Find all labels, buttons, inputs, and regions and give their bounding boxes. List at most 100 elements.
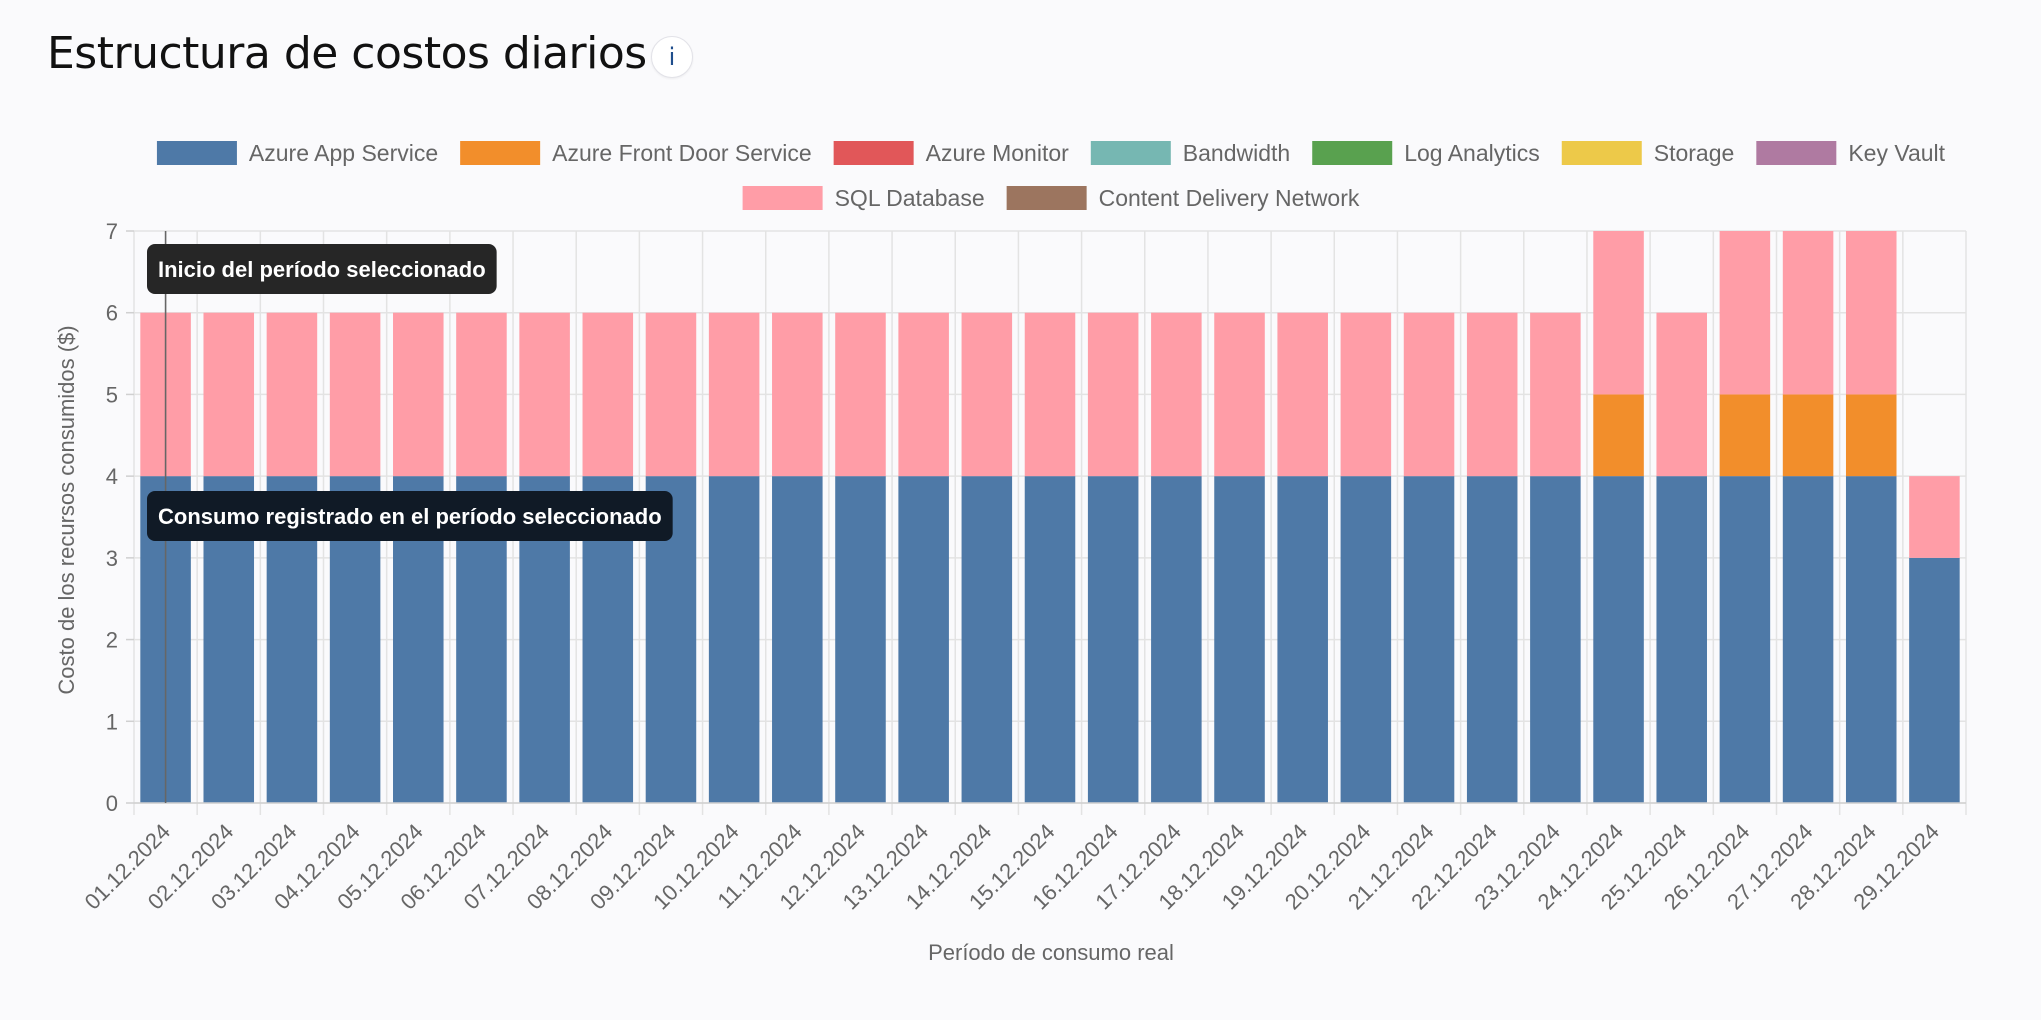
bar-segment[interactable]	[645, 312, 697, 477]
legend-item[interactable]: SQL Database	[742, 185, 985, 211]
bar-segment[interactable]	[1024, 476, 1076, 803]
bar-segment[interactable]	[772, 312, 823, 477]
bar-segment[interactable]	[1277, 476, 1328, 803]
bar-segment[interactable]	[519, 312, 570, 477]
legend-swatch	[156, 141, 237, 165]
bar-segment[interactable]	[266, 312, 318, 477]
legend-item[interactable]: Bandwidth	[1090, 140, 1290, 166]
bar-segment[interactable]	[203, 312, 255, 477]
info-button[interactable]: i	[651, 36, 693, 78]
legend-swatch	[1090, 141, 1171, 165]
bar-segment[interactable]	[835, 312, 886, 477]
legend-swatch	[833, 141, 914, 165]
legend-item[interactable]: Key Vault	[1756, 140, 1946, 166]
bar-segment[interactable]	[1656, 476, 1707, 803]
bar-segment[interactable]	[393, 312, 444, 477]
annotation-label: Inicio del período seleccionado	[147, 244, 497, 294]
legend-item[interactable]: Log Analytics	[1312, 140, 1540, 166]
annotation-text: Consumo registrado en el período selecci…	[158, 504, 662, 529]
bar-segment[interactable]	[1530, 476, 1581, 803]
bar-segment[interactable]	[1151, 312, 1202, 477]
y-tick-label: 1	[106, 709, 118, 734]
y-tick-label: 6	[106, 301, 118, 326]
legend-swatch	[1006, 186, 1087, 210]
info-icon: i	[668, 43, 676, 71]
x-axis-title: Período de consumo real	[928, 940, 1174, 965]
bar-segment[interactable]	[1593, 394, 1644, 477]
bar-segment[interactable]	[1782, 394, 1834, 477]
legend-item[interactable]: Content Delivery Network	[1006, 185, 1360, 211]
bar-segment[interactable]	[1466, 312, 1518, 477]
bar-segment[interactable]	[1593, 476, 1644, 803]
legend-label: Bandwidth	[1183, 140, 1290, 166]
bar-segment[interactable]	[898, 312, 949, 477]
y-tick-label: 0	[106, 791, 118, 816]
bar-segment[interactable]	[1214, 312, 1265, 477]
bar-segment[interactable]	[1087, 312, 1139, 477]
bar-segment[interactable]	[1782, 231, 1834, 395]
y-tick-label: 5	[106, 382, 118, 407]
annotation-label: Consumo registrado en el período selecci…	[147, 491, 673, 541]
bar-segment[interactable]	[1151, 476, 1202, 803]
bar-segment[interactable]	[898, 476, 949, 803]
bar-segment[interactable]	[1403, 312, 1455, 477]
bar-segment[interactable]	[456, 312, 507, 477]
bar-segment[interactable]	[1909, 557, 1960, 803]
legend-swatch	[1561, 141, 1642, 165]
bar-segment[interactable]	[1214, 476, 1265, 803]
legend-item[interactable]: Storage	[1561, 140, 1735, 166]
y-tick-label: 3	[106, 546, 118, 571]
legend-swatch	[460, 141, 541, 165]
legend-label: Key Vault	[1848, 140, 1945, 166]
y-tick-label: 4	[106, 464, 118, 489]
y-axis-title: Costo de los recursos consumidos ($)	[54, 325, 79, 694]
legend-label: Azure App Service	[249, 140, 438, 166]
annotations: Inicio del período seleccionado Consumo r…	[147, 231, 673, 803]
legend-label: Azure Front Door Service	[552, 140, 811, 166]
bar-segment[interactable]	[1277, 312, 1328, 477]
legend-label: Log Analytics	[1404, 140, 1540, 166]
bar-segment[interactable]	[1719, 394, 1771, 477]
bar-segment[interactable]	[961, 312, 1013, 477]
bar-segment[interactable]	[1909, 476, 1960, 558]
bar-segment[interactable]	[961, 476, 1013, 803]
legend-item[interactable]: Azure App Service	[156, 140, 438, 166]
bar-segment[interactable]	[582, 312, 634, 477]
bar-segment[interactable]	[1782, 476, 1834, 803]
bar-segment[interactable]	[1340, 476, 1392, 803]
legend: Azure App Service Azure Front Door Servic…	[156, 140, 1946, 211]
bar-segment[interactable]	[1656, 312, 1707, 477]
bar-segment[interactable]	[329, 312, 381, 477]
legend-item[interactable]: Azure Monitor	[833, 140, 1070, 166]
bar-segment[interactable]	[1403, 476, 1455, 803]
annotation-background	[147, 491, 673, 541]
bar-segment[interactable]	[835, 476, 886, 803]
bar-segment[interactable]	[1719, 476, 1771, 803]
page-title: Estructura de costos diarios	[47, 28, 647, 79]
bar-segment[interactable]	[708, 476, 760, 803]
bar-segment[interactable]	[1087, 476, 1139, 803]
bars	[140, 231, 1960, 803]
legend-label: SQL Database	[835, 185, 985, 211]
bar-segment[interactable]	[1340, 312, 1392, 477]
bar-segment[interactable]	[708, 312, 760, 477]
legend-item[interactable]: Azure Front Door Service	[460, 140, 812, 166]
bar-segment[interactable]	[1719, 231, 1771, 395]
legend-swatch	[742, 186, 823, 210]
bar-segment[interactable]	[1530, 312, 1581, 477]
annotation-text: Inicio del período seleccionado	[158, 257, 486, 282]
bar-segment[interactable]	[1466, 476, 1518, 803]
y-tick-label: 7	[106, 219, 118, 244]
legend-swatch	[1756, 141, 1837, 165]
y-tick-label: 2	[106, 628, 118, 653]
legend-swatch	[1312, 141, 1393, 165]
bar-segment[interactable]	[1845, 231, 1897, 395]
bar-segment[interactable]	[1845, 476, 1897, 803]
bar-segment[interactable]	[1593, 231, 1644, 395]
bar-segment[interactable]	[1024, 312, 1076, 477]
legend-label: Storage	[1654, 140, 1735, 166]
bar-segment[interactable]	[772, 476, 823, 803]
annotation-background	[147, 244, 497, 294]
bar-segment[interactable]	[1845, 394, 1897, 477]
legend-label: Azure Monitor	[926, 140, 1070, 166]
